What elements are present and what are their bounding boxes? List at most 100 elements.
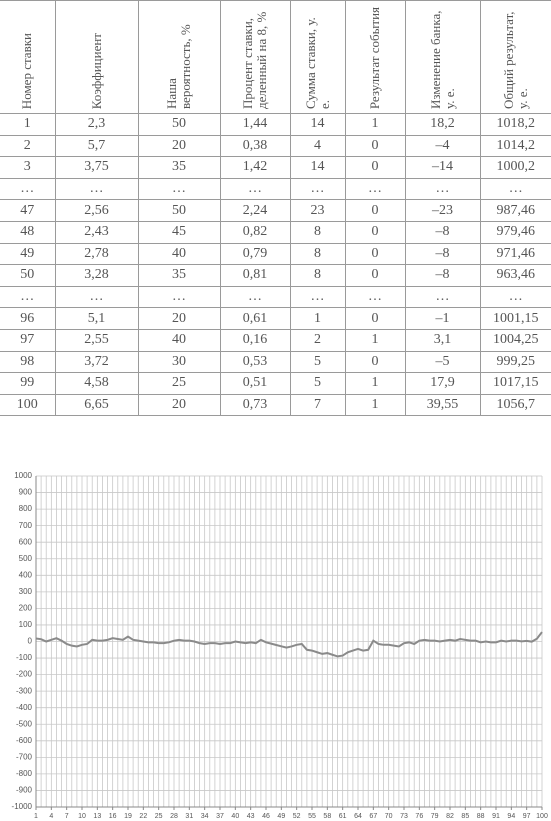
y-tick-label: -300 xyxy=(16,686,33,695)
table-row: 2 5,7 20 0,38 4 0 –4 1014,2 xyxy=(0,134,551,158)
x-tick-label: 82 xyxy=(446,813,454,820)
table-cell: 3,75 xyxy=(54,156,139,179)
bets-table: Номер ставки Коэффициент Наша вероятность,… xyxy=(0,0,551,417)
table-cell: 3,72 xyxy=(54,350,139,374)
table-cell: … xyxy=(404,177,481,201)
table-cell: 0 xyxy=(344,264,406,287)
table-body: 1 2,3 50 1,44 14 1 18,2 1018,2 2 5,7 20 0,38 4 0 –4 101… xyxy=(0,113,551,417)
x-tick-label: 19 xyxy=(124,813,132,820)
table-cell: 1018,2 xyxy=(479,113,551,136)
table-row: 96 5,1 20 0,61 1 0 –1 1001,15 xyxy=(0,307,551,330)
table-cell: –5 xyxy=(404,350,481,374)
table-cell: 40 xyxy=(137,328,221,352)
table-row: 48 2,43 45 0,82 8 0 –8 979,46 xyxy=(0,220,551,244)
y-tick-label: -100 xyxy=(16,653,33,662)
x-tick-label: 85 xyxy=(461,813,469,820)
table-cell: 20 xyxy=(137,393,221,417)
table-cell: 8 xyxy=(289,264,346,287)
x-tick-label: 4 xyxy=(49,813,53,820)
table-cell: 0,79 xyxy=(219,242,291,266)
header-cell: Номер ставки xyxy=(0,0,56,114)
header-cell: Общий результат, у. е. xyxy=(479,0,551,114)
x-tick-label: 52 xyxy=(293,813,301,820)
x-tick-label: 73 xyxy=(400,813,408,820)
table-cell: 1 xyxy=(344,113,406,136)
table-cell: 1,44 xyxy=(219,113,291,136)
table-cell: 2,3 xyxy=(54,113,139,136)
y-tick-label: -400 xyxy=(16,703,33,712)
table-row: 100 6,65 20 0,73 7 1 39,55 1056,7 xyxy=(0,393,551,417)
y-tick-label: -900 xyxy=(16,786,33,795)
table-cell: –14 xyxy=(404,156,481,179)
header-cell: Результат события xyxy=(344,0,406,114)
table-cell: 2 xyxy=(289,328,346,352)
table-row: 50 3,28 35 0,81 8 0 –8 963,46 xyxy=(0,264,551,287)
table-cell: –23 xyxy=(404,199,481,222)
x-tick-label: 100 xyxy=(536,813,548,820)
table-cell: 963,46 xyxy=(479,264,551,287)
x-tick-label: 28 xyxy=(170,813,178,820)
table-cell: 97 xyxy=(0,328,56,352)
data-line xyxy=(35,631,543,658)
x-tick-label: 79 xyxy=(431,813,439,820)
y-tick-label: 200 xyxy=(19,604,33,613)
table-cell: –4 xyxy=(404,134,481,158)
x-tick-label: 70 xyxy=(385,813,393,820)
table-cell: 14 xyxy=(289,156,346,179)
table-cell: 2,56 xyxy=(54,199,139,222)
table-cell: 50 xyxy=(0,264,56,287)
table-cell: 0,53 xyxy=(219,350,291,374)
table-cell: –8 xyxy=(404,220,481,244)
table-cell: 3 xyxy=(0,156,56,179)
y-tick-label: 700 xyxy=(19,521,33,530)
table-cell: 2,24 xyxy=(219,199,291,222)
x-tick-label: 76 xyxy=(415,813,423,820)
table-row: 49 2,78 40 0,79 8 0 –8 971,46 xyxy=(0,242,551,266)
table-cell: 8 xyxy=(289,242,346,266)
table-cell: 2,43 xyxy=(54,220,139,244)
x-tick-label: 25 xyxy=(155,813,163,820)
header-text: Результат события xyxy=(367,6,382,109)
table-cell: 971,46 xyxy=(479,242,551,266)
y-tick-label: 400 xyxy=(19,570,33,579)
x-tick-label: 58 xyxy=(323,813,331,820)
table-cell: 47 xyxy=(0,199,56,222)
table-cell: 1056,7 xyxy=(479,393,551,417)
table-cell: 5,1 xyxy=(54,307,139,330)
header-text: Коэффициент xyxy=(88,32,104,109)
x-tick-label: 97 xyxy=(523,813,531,820)
table-cell: … xyxy=(137,285,221,309)
y-tick-label: 500 xyxy=(19,554,33,563)
y-tick-label: 300 xyxy=(19,587,33,596)
table-cell: 1 xyxy=(0,113,56,136)
table-cell: 39,55 xyxy=(404,393,481,417)
y-tick-label: -200 xyxy=(16,670,33,679)
table-cell: 48 xyxy=(0,220,56,244)
table-cell: … xyxy=(137,177,221,201)
table-row: …………………… xyxy=(0,285,551,309)
table-cell: 987,46 xyxy=(479,199,551,222)
table-row: 47 2,56 50 2,24 23 0 –23 987,46 xyxy=(0,199,551,222)
x-tick-label: 7 xyxy=(65,813,69,820)
table-cell: 1004,25 xyxy=(479,328,551,352)
table-row: 99 4,58 25 0,51 5 1 17,9 1017,15 xyxy=(0,372,551,395)
table-cell: … xyxy=(54,285,139,309)
x-tick-label: 10 xyxy=(78,813,86,820)
table-cell: 1 xyxy=(289,307,346,330)
x-tick-label: 64 xyxy=(354,813,362,820)
y-tick-label: -800 xyxy=(16,769,33,778)
table-cell: 0,61 xyxy=(219,307,291,330)
table-cell: … xyxy=(479,285,551,309)
table-cell: 1 xyxy=(344,328,406,352)
table-cell: 1000,2 xyxy=(479,156,551,179)
table-row: 98 3,72 30 0,53 5 0 –5 999,25 xyxy=(0,350,551,374)
table-cell: 98 xyxy=(0,350,56,374)
table-cell: 1014,2 xyxy=(479,134,551,158)
x-tick-label: 1 xyxy=(34,813,38,820)
table-cell: 4 xyxy=(289,134,346,158)
header-text: Наша вероятность, % xyxy=(164,24,193,109)
table-cell: … xyxy=(344,177,406,201)
table-cell: … xyxy=(344,285,406,309)
table-cell: 979,46 xyxy=(479,220,551,244)
table-cell: 1,42 xyxy=(219,156,291,179)
